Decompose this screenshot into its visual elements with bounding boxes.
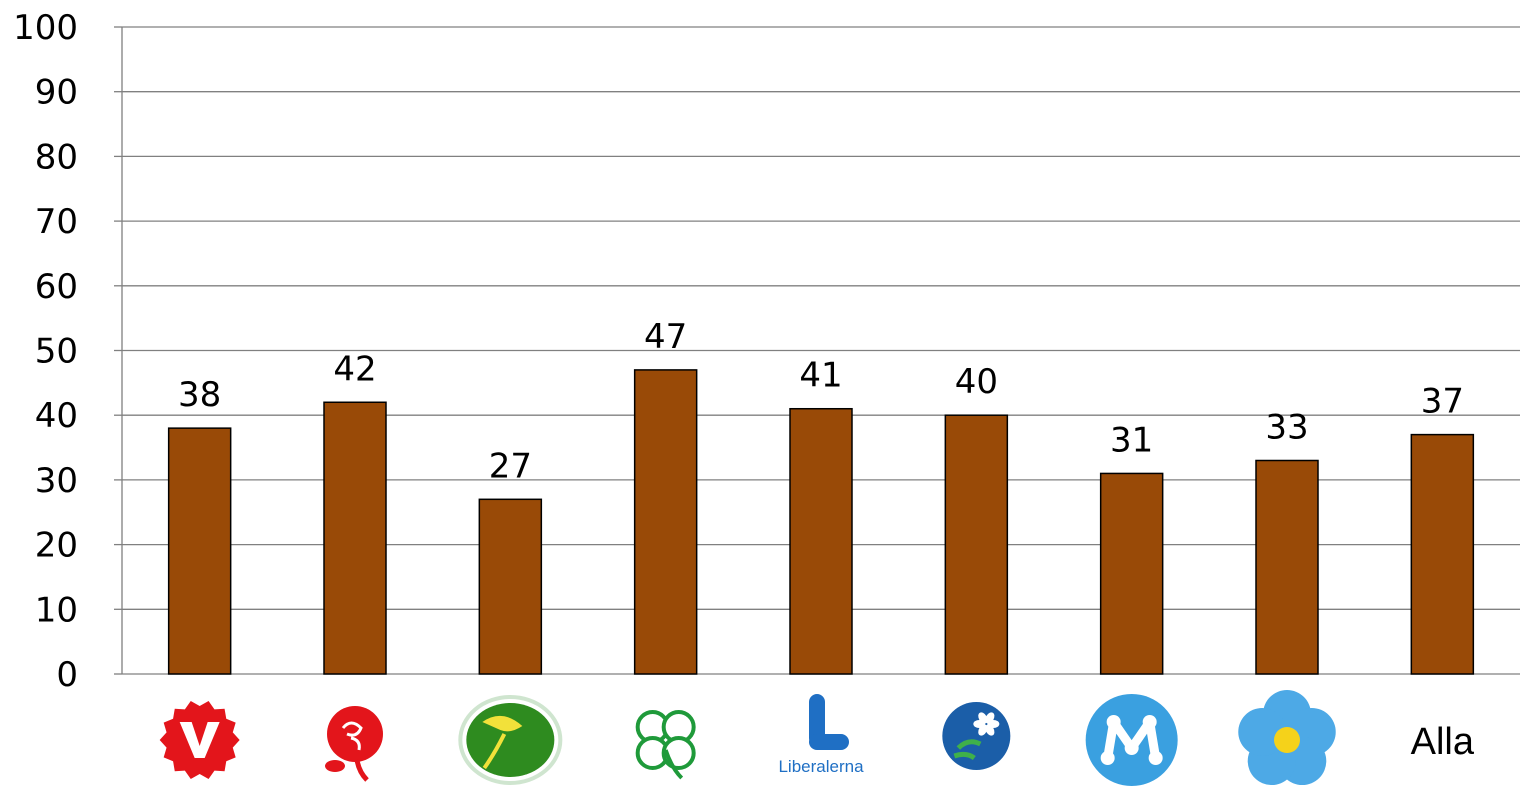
data-label: 41: [799, 356, 842, 396]
bar: [323, 401, 387, 675]
m-node-dot: [1142, 715, 1157, 729]
y-axis-tick-labels: 0 10 20 30 40 50 60 70 80 90 100: [13, 8, 78, 695]
y-tick-label: 20: [35, 526, 78, 566]
bar: [789, 407, 853, 675]
liberalerna-logo-icon: Liberalerna: [778, 694, 864, 776]
sd-petal: [1238, 707, 1287, 756]
m-blue-disc: [1085, 694, 1178, 786]
rose-petal-lines: [341, 721, 363, 751]
centerpartiet-clover-icon: [635, 710, 696, 780]
rose-leaf: [325, 760, 345, 772]
miljopartiet-dandelion-icon: [458, 695, 563, 785]
y-tick-label: 40: [35, 396, 78, 436]
data-label: 31: [1110, 420, 1153, 460]
data-label: 47: [644, 317, 687, 357]
bar: [1099, 472, 1164, 675]
vansterpartiet-burst: [159, 701, 240, 779]
category-labels: Liberalerna Alla: [159, 690, 1475, 786]
category-label: Alla: [1411, 721, 1475, 763]
bar: [1255, 459, 1319, 675]
data-label: 38: [178, 375, 221, 415]
m-node-dot: [1100, 751, 1115, 765]
vansterpartiet-logo-icon: [159, 701, 240, 779]
m-node-dot: [1148, 751, 1163, 765]
liberalerna-wordmark: Liberalerna: [778, 757, 864, 776]
y-tick-label: 70: [35, 202, 78, 242]
m-node-dot: [1106, 715, 1121, 729]
l-letter-vertical: [809, 694, 825, 746]
data-labels: 38 42 27 47 41 40 31 33 37: [178, 317, 1464, 486]
data-label: 27: [489, 446, 532, 486]
y-tick-label: 30: [35, 461, 78, 501]
y-tick-label: 10: [35, 590, 78, 630]
mp-green-disc: [466, 703, 555, 777]
data-label: 37: [1421, 382, 1464, 422]
y-tick-label: 0: [56, 655, 78, 695]
bar: [944, 414, 1009, 675]
data-label: 33: [1265, 407, 1308, 447]
mp-dandelion-flower: [482, 715, 523, 732]
y-tick-label: 50: [35, 332, 78, 372]
sd-flower-center: [1274, 727, 1300, 753]
m-node-dot: [1124, 741, 1139, 755]
anemone-petal: [978, 712, 988, 724]
anemone-petal: [985, 724, 995, 736]
rose-stem: [354, 759, 369, 782]
v-letter-shape: [179, 722, 220, 758]
l-letter-horizontal: [809, 734, 849, 750]
anemone-leaves: [953, 739, 982, 761]
data-label: 42: [333, 349, 376, 389]
moderaterna-m-icon: [1085, 694, 1178, 786]
bars: [167, 369, 1475, 675]
y-tick-label: 60: [35, 267, 78, 307]
sverigedemokraterna-flower-icon: [1238, 690, 1336, 786]
category-label-group: Alla: [1411, 721, 1475, 763]
data-label: 40: [955, 362, 998, 402]
clover-stem: [663, 749, 684, 780]
anemone-petal: [985, 712, 995, 724]
y-tick-label: 90: [35, 73, 78, 113]
bar: [167, 427, 232, 675]
mp-dandelion-stem: [482, 733, 507, 770]
kd-blue-disc: [942, 702, 1011, 770]
bar: [1410, 433, 1475, 675]
socialdemokraterna-rose-icon: [325, 706, 383, 782]
bar: [478, 498, 543, 675]
bar: [633, 369, 698, 675]
kristdemokraterna-anemone-icon: [942, 702, 1011, 770]
y-tick-label: 80: [35, 137, 78, 177]
y-tick-label: 100: [13, 8, 78, 48]
